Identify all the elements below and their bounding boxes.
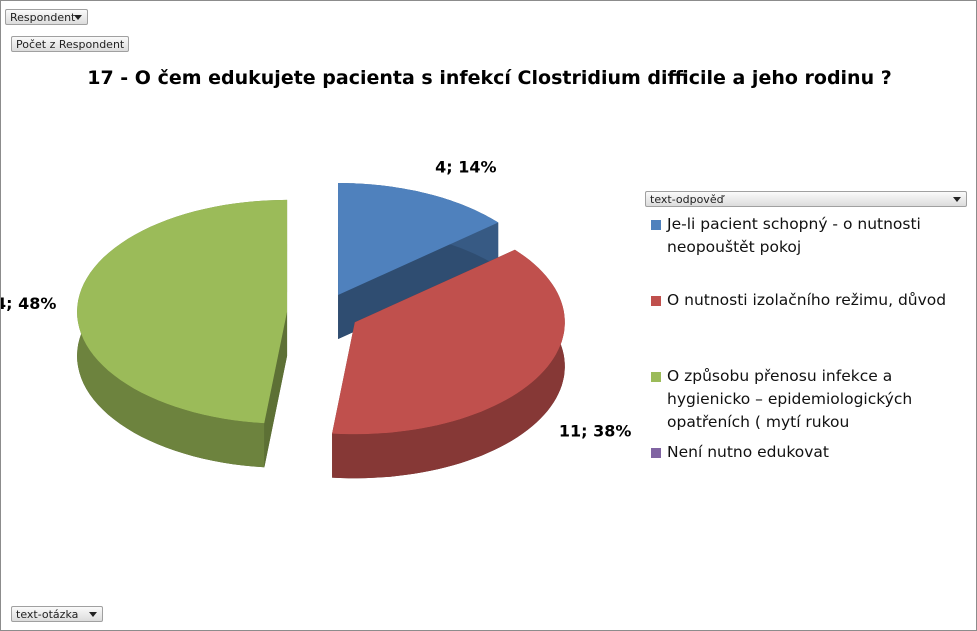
legend-label: Není nutno edukovat [667, 443, 830, 461]
data-label: 11; 38% [559, 421, 632, 440]
slice-group [77, 199, 288, 468]
legend: Je-li pacient schopný - o nutnosti neopo… [649, 213, 974, 517]
slice [332, 249, 565, 435]
axis-field-button[interactable]: text-otázka [11, 606, 103, 622]
button-label: text-otázka [16, 608, 79, 621]
chart-title: 17 - O čem edukujete pacienta s infekcí … [87, 67, 892, 89]
values-field-button[interactable]: Počet z Respondent [11, 36, 130, 52]
legend-swatch [651, 448, 661, 458]
legend-entry: Není nutno edukovat [649, 441, 974, 517]
legend-swatch [651, 296, 661, 306]
button-label: text-odpověď [650, 193, 724, 206]
legend-entry: O způsobu přenosu infekce a hygienicko –… [649, 365, 974, 441]
legend-swatch [651, 220, 661, 230]
button-label: Respondent [10, 11, 76, 24]
legend-entry: Je-li pacient schopný - o nutnosti neopo… [649, 213, 974, 289]
slice-group [332, 249, 565, 479]
legend-label: Je-li pacient schopný - o nutnosti neopo… [667, 215, 921, 256]
report-filter-button[interactable]: Respondent [5, 9, 88, 25]
slice-wall [264, 311, 288, 468]
slice [77, 199, 288, 424]
slice-side [332, 249, 565, 479]
legend-field-button[interactable]: text-odpověď [645, 191, 967, 207]
legend-label: O způsobu přenosu infekce a hygienicko –… [667, 367, 913, 431]
legend-swatch [651, 372, 661, 382]
slice [338, 183, 499, 296]
slice-wall [338, 222, 499, 340]
legend-entry: O nutnosti izolačního režimu, důvod [649, 289, 974, 365]
slice-group [338, 183, 499, 340]
legend-label: O nutnosti izolačního režimu, důvod [667, 291, 947, 309]
data-label: 4; 14% [435, 157, 496, 176]
button-label: Počet z Respondent [16, 38, 125, 51]
data-label: 14; 48% [1, 294, 56, 313]
